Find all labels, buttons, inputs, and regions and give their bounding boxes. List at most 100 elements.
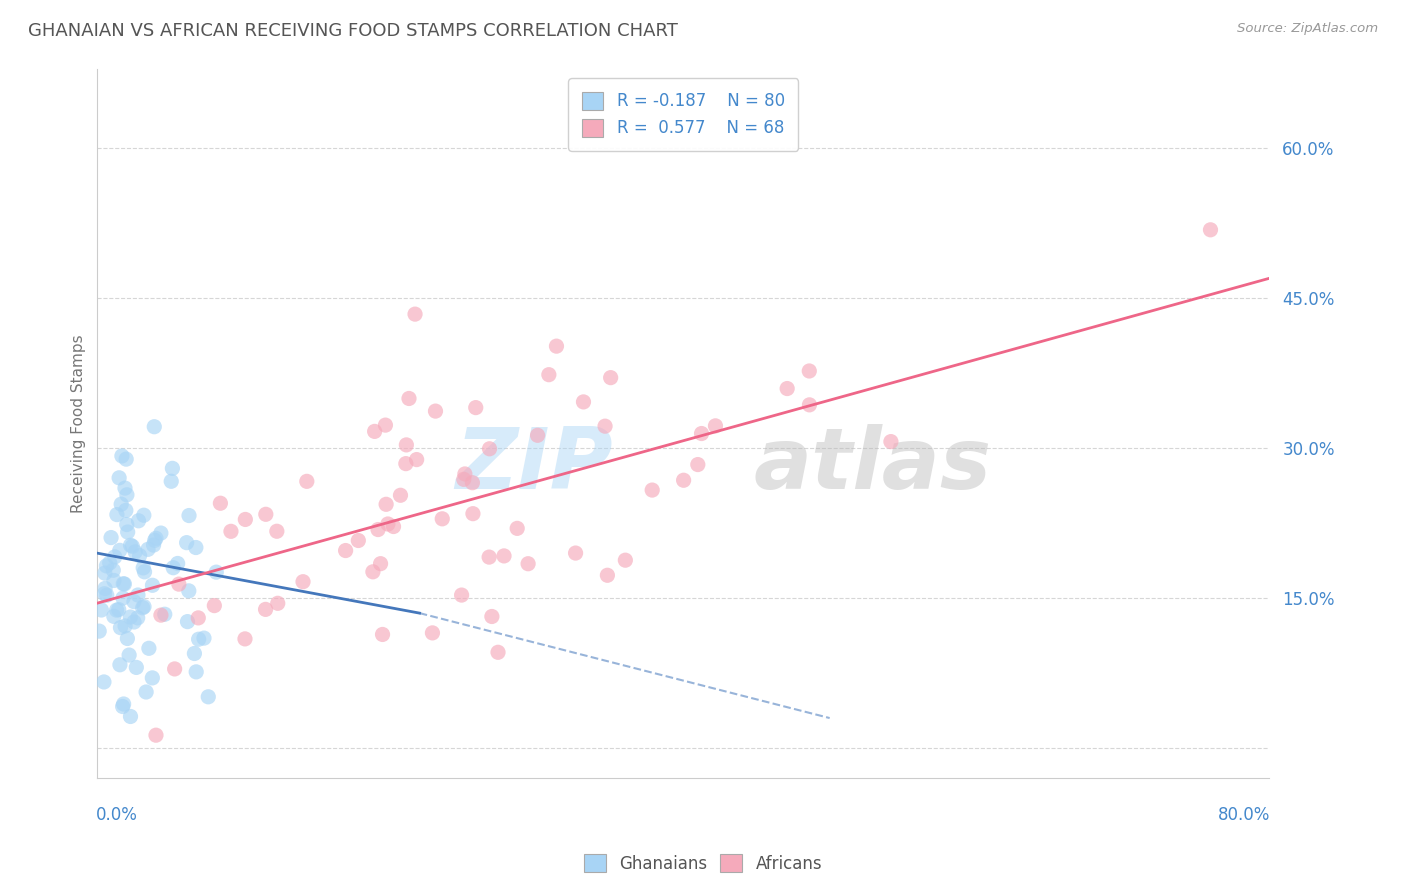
Point	[371, 627, 394, 641]
Point	[93, 675, 115, 690]
Point	[141, 671, 163, 685]
Point	[478, 442, 501, 456]
Point	[233, 632, 256, 646]
Point	[162, 560, 184, 574]
Point	[464, 401, 486, 415]
Point	[103, 574, 125, 588]
Point	[347, 533, 370, 548]
Point	[370, 557, 392, 571]
Point	[163, 662, 186, 676]
Text: atlas: atlas	[754, 425, 991, 508]
Point	[880, 434, 903, 449]
Point	[96, 588, 118, 602]
Point	[219, 524, 242, 539]
Point	[506, 521, 529, 535]
Point	[96, 558, 118, 573]
Point	[160, 475, 183, 489]
Point	[184, 541, 207, 555]
Point	[186, 665, 208, 679]
Point	[111, 699, 134, 714]
Point	[104, 549, 127, 564]
Y-axis label: Receiving Food Stamps: Receiving Food Stamps	[72, 334, 86, 513]
Point	[177, 508, 200, 523]
Point	[128, 549, 150, 563]
Point	[461, 475, 484, 490]
Point	[363, 425, 385, 439]
Point	[690, 426, 713, 441]
Point	[89, 624, 111, 639]
Point	[138, 641, 160, 656]
Point	[176, 615, 198, 629]
Point	[136, 542, 159, 557]
Point	[166, 557, 188, 571]
Point	[120, 538, 142, 552]
Point	[105, 603, 128, 617]
Point	[254, 602, 277, 616]
Point	[432, 512, 454, 526]
Point	[143, 533, 166, 548]
Point	[120, 709, 142, 723]
Point	[115, 517, 138, 532]
Point	[335, 543, 357, 558]
Point	[375, 497, 398, 511]
Point	[1199, 223, 1222, 237]
Point	[115, 503, 138, 517]
Point	[118, 648, 141, 662]
Point	[120, 610, 142, 624]
Point	[98, 556, 121, 570]
Point	[114, 619, 136, 633]
Point	[110, 621, 132, 635]
Point	[599, 370, 621, 384]
Point	[167, 577, 190, 591]
Point	[162, 461, 184, 475]
Point	[395, 438, 418, 452]
Point	[103, 563, 125, 577]
Text: 80.0%: 80.0%	[1218, 806, 1270, 824]
Point	[100, 531, 122, 545]
Point	[292, 574, 315, 589]
Point	[564, 546, 586, 560]
Text: ZIP: ZIP	[456, 425, 613, 508]
Point	[526, 428, 548, 442]
Point	[481, 609, 503, 624]
Point	[112, 697, 135, 711]
Point	[572, 395, 595, 409]
Point	[209, 496, 232, 510]
Point	[377, 516, 399, 531]
Point	[295, 475, 318, 489]
Point	[367, 523, 389, 537]
Point	[127, 588, 149, 602]
Point	[492, 549, 515, 563]
Point	[127, 611, 149, 625]
Point	[517, 557, 540, 571]
Text: GHANAIAN VS AFRICAN RECEIVING FOOD STAMPS CORRELATION CHART: GHANAIAN VS AFRICAN RECEIVING FOOD STAMP…	[28, 22, 678, 40]
Point	[117, 524, 139, 539]
Point	[254, 508, 277, 522]
Point	[546, 339, 568, 353]
Point	[111, 591, 134, 605]
Point	[153, 607, 176, 622]
Point	[142, 538, 165, 552]
Point	[596, 568, 619, 582]
Point	[90, 603, 112, 617]
Point	[134, 565, 156, 579]
Point	[122, 594, 145, 608]
Point	[110, 497, 132, 511]
Point	[149, 526, 172, 541]
Point	[404, 307, 426, 321]
Point	[149, 608, 172, 623]
Point	[461, 507, 484, 521]
Point	[374, 418, 396, 433]
Point	[593, 419, 616, 434]
Point	[183, 647, 205, 661]
Point	[122, 615, 145, 629]
Point	[193, 631, 215, 645]
Point	[799, 364, 821, 378]
Point	[131, 600, 153, 615]
Point	[187, 611, 209, 625]
Point	[177, 583, 200, 598]
Point	[128, 514, 150, 528]
Text: 0.0%: 0.0%	[96, 806, 138, 824]
Point	[361, 565, 384, 579]
Point	[267, 596, 290, 610]
